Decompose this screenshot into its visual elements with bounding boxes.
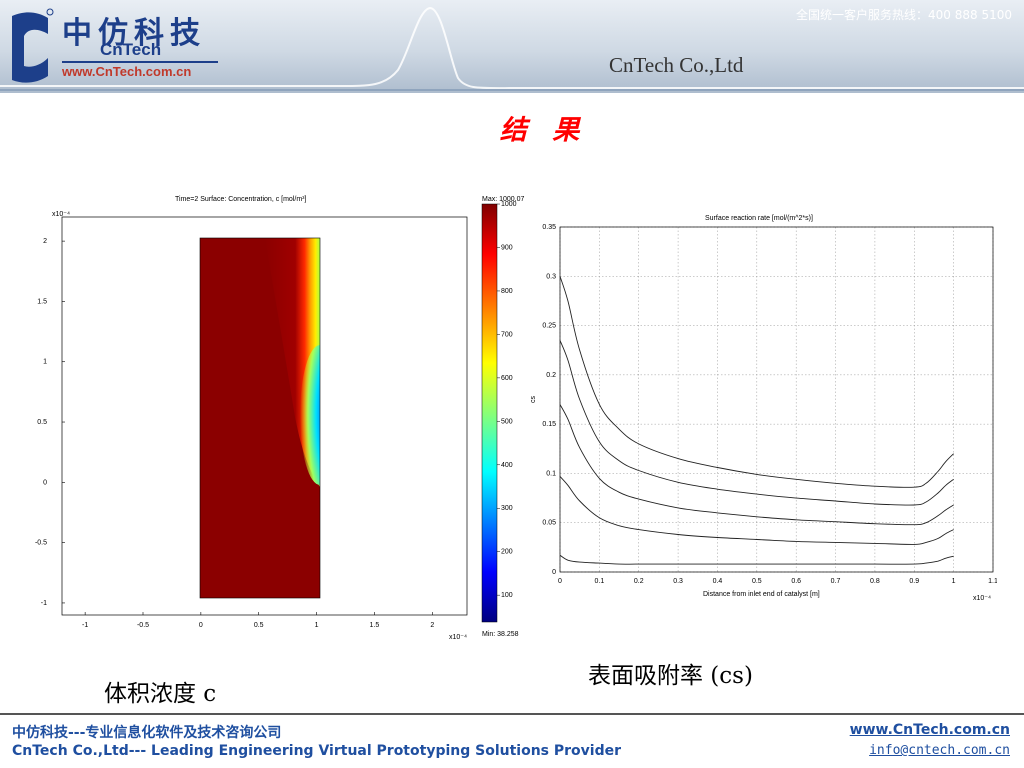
plot1-x-tick-label: -1 <box>82 622 88 629</box>
plot2-series-line-5 <box>559 554 954 565</box>
plot2-y-tick-label: 0.2 <box>546 372 556 379</box>
colorbar-tick-label: 900 <box>501 244 513 251</box>
concentration-surface-plot: Time=2 Surface: Concentration, c [mol/m³… <box>25 187 525 642</box>
slide-title: 结 果 <box>499 115 588 146</box>
footer-divider <box>0 713 1024 715</box>
plot1-y-ticks: 2 1.5 1 0.5 0 -0.5 -1 <box>35 238 65 607</box>
colorbar-tick-label: 100 <box>501 592 513 599</box>
colorbar-tick-label: 700 <box>501 331 513 338</box>
footer-chinese-tagline: 中仿科技---专业信息化软件及技术咨询公司 <box>12 725 282 741</box>
plot1-y-tick-label: 2 <box>43 238 47 245</box>
plot2-y-tick-label: 0.05 <box>542 520 556 527</box>
footer-english-tagline: CnTech Co.,Ltd--- Leading Engineering Vi… <box>12 743 621 759</box>
plot1-x-tick-label: 1.5 <box>370 622 380 629</box>
logo-divider <box>62 61 218 63</box>
plot2-x-ticks: 0 0.1 0.2 0.3 0.4 0.5 0.6 0.7 0.8 0.9 1 1.1 <box>558 578 997 585</box>
plot2-series <box>559 276 954 565</box>
logo-chinese-name: 中仿科技 <box>62 16 206 51</box>
logo-url: www.CnTech.com.cn <box>62 64 192 79</box>
plot2-y-label: cs <box>530 396 537 404</box>
colorbar-tick-label: 300 <box>501 505 513 512</box>
caption-surface-adsorption: 表面吸附率 (cs) <box>588 663 753 689</box>
plot1-x-tick-label: 2 <box>430 622 434 629</box>
plot2-series-line-3 <box>559 404 954 526</box>
colorbar <box>481 203 498 623</box>
caption-volume-concentration: 体积浓度 c <box>104 681 217 707</box>
colorbar-ticks: 1000 900 800 700 600 500 400 300 200 100 <box>497 201 517 599</box>
plot2-x-tick-label: 1.1 <box>988 578 997 585</box>
plot2-x-tick-label: 0.1 <box>594 578 604 585</box>
plot2-y-tick-label: 0 <box>552 569 556 576</box>
colorbar-tick-label: 800 <box>501 288 513 295</box>
plot2-y-tick-label: 0.25 <box>542 323 556 330</box>
concentration-field <box>200 238 320 598</box>
plot2-x-tick-label: 0.6 <box>791 578 801 585</box>
plot2-x-tick-label: 1 <box>952 578 956 585</box>
plot1-y-tick-label: -0.5 <box>35 540 47 547</box>
logo-english-name: CnTech <box>100 40 162 59</box>
colorbar-min-label: Min: 38.258 <box>482 631 519 638</box>
company-english-name: CnTech Co.,Ltd <box>609 53 744 77</box>
plot1-x-tick-label: 0.5 <box>254 622 264 629</box>
slide-header: 中仿科技 CnTech www.CnTech.com.cn 全国统一客户服务热线… <box>0 0 1024 93</box>
plot1-x-ticks: -1 -0.5 0 0.5 1 1.5 2 <box>82 612 434 629</box>
plot1-y-tick-label: 0.5 <box>37 419 47 426</box>
plot2-y-tick-label: 0.15 <box>542 421 556 428</box>
colorbar-tick-label: 400 <box>501 462 513 469</box>
plot2-series-line-4 <box>559 476 954 545</box>
footer-email-link[interactable]: info@cntech.com.cn <box>869 743 1010 758</box>
field-border <box>199 237 321 599</box>
plot2-y-tick-label: 0.1 <box>546 470 556 477</box>
plot2-x-tick-label: 0.3 <box>673 578 683 585</box>
header-wave-decoration <box>0 6 1024 91</box>
cntech-logo-icon <box>12 8 54 83</box>
colorbar-tick-label: 200 <box>501 549 513 556</box>
plot2-y-ticks: 0.35 0.3 0.25 0.2 0.15 0.1 0.05 0 <box>542 224 556 576</box>
colorbar-tick-label: 1000 <box>501 201 517 208</box>
plot1-y-tick-label: 1 <box>43 359 47 366</box>
footer-website-link[interactable]: www.CnTech.com.cn <box>849 722 1010 738</box>
field-low-concentration-zone <box>300 345 320 485</box>
plot2-x-tick-label: 0.2 <box>634 578 644 585</box>
plot2-x-tick-label: 0.5 <box>752 578 762 585</box>
plot1-axes-box <box>61 216 468 616</box>
colorbar-tick-label: 600 <box>501 375 513 382</box>
plot2-x-tick-label: 0.7 <box>831 578 841 585</box>
plot2-title: Surface reaction rate [mol/(m^2*s)] <box>705 215 813 222</box>
plot1-y-exponent: x10⁻⁴ <box>52 211 70 218</box>
plot2-y-tick-label: 0.3 <box>546 273 556 280</box>
plot2-axes-box <box>559 226 994 573</box>
plot2-series-line-2 <box>559 340 954 506</box>
plot1-x-tick-label: 1 <box>315 622 319 629</box>
plot1-y-tick-label: -1 <box>41 600 47 607</box>
plot2-x-tick-label: 0.9 <box>909 578 919 585</box>
surface-reaction-rate-plot: Surface reaction rate [mol/(m^2*s)] 0.35… <box>527 205 997 605</box>
plot2-panel <box>527 205 997 605</box>
plot1-y-tick-label: 1.5 <box>37 298 47 305</box>
plot1-x-exponent: x10⁻⁴ <box>449 634 467 641</box>
plot1-y-tick-label: 0 <box>43 479 47 486</box>
plot2-x-exponent: x10⁻⁴ <box>973 595 991 602</box>
plot2-x-tick-label: 0.4 <box>713 578 723 585</box>
plot2-x-tick-label: 0.8 <box>870 578 880 585</box>
plot2-y-tick-label: 0.35 <box>542 224 556 231</box>
service-hotline: 全国统一客户服务热线：400 888 5100 <box>796 8 1012 22</box>
plot1-x-tick-label: -0.5 <box>137 622 149 629</box>
plot1-x-tick-label: 0 <box>199 622 203 629</box>
plot2-series-line-1 <box>559 276 954 488</box>
colorbar-tick-label: 500 <box>501 418 513 425</box>
plot1-title: Time=2 Surface: Concentration, c [mol/m³… <box>175 196 306 203</box>
plot2-x-label: Distance from inlet end of catalyst [m] <box>703 591 820 598</box>
plot2-x-tick-label: 0 <box>558 578 562 585</box>
colorbar-max-label: Max: 1000.07 <box>482 196 525 203</box>
